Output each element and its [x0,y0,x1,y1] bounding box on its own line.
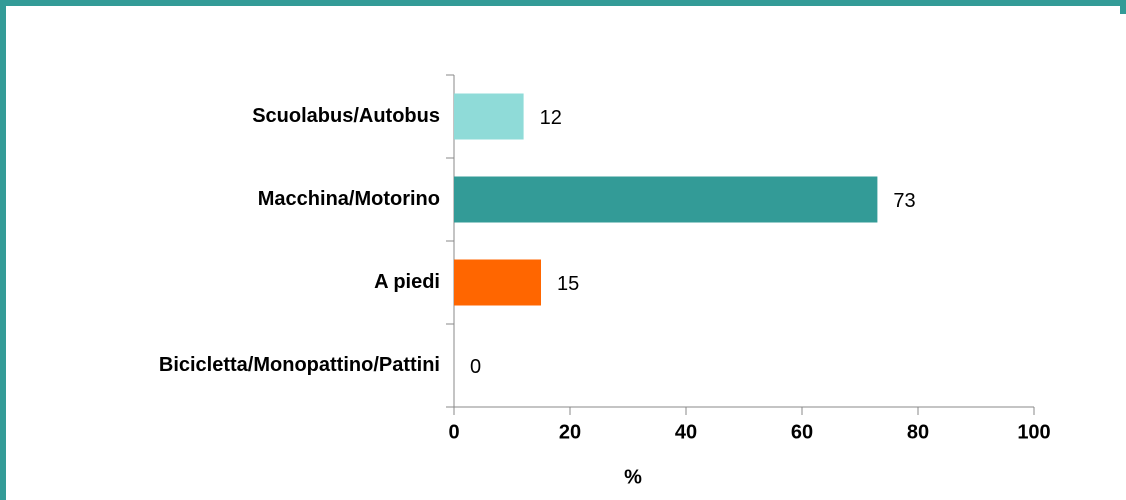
value-label: 12 [540,107,562,129]
y-tick-label: A piedi [374,271,440,293]
x-tick-label: 60 [791,421,813,443]
x-tick-label: 20 [559,421,581,443]
bar [454,93,524,140]
value-label: 15 [557,273,579,295]
x-tick-label: 100 [1017,421,1050,443]
bar [454,176,878,223]
y-tick-label: Scuolabus/Autobus [252,105,440,127]
value-label: 73 [893,190,915,212]
value-label: 0 [470,356,481,378]
y-tick-label: Macchina/Motorino [258,188,440,210]
x-tick-label: 0 [448,421,459,443]
x-tick-label: 80 [907,421,929,443]
y-tick-label: Bicicletta/Monopattino/Pattini [159,354,440,376]
x-axis-label: % [624,466,642,488]
bar [454,259,541,306]
x-tick-label: 40 [675,421,697,443]
